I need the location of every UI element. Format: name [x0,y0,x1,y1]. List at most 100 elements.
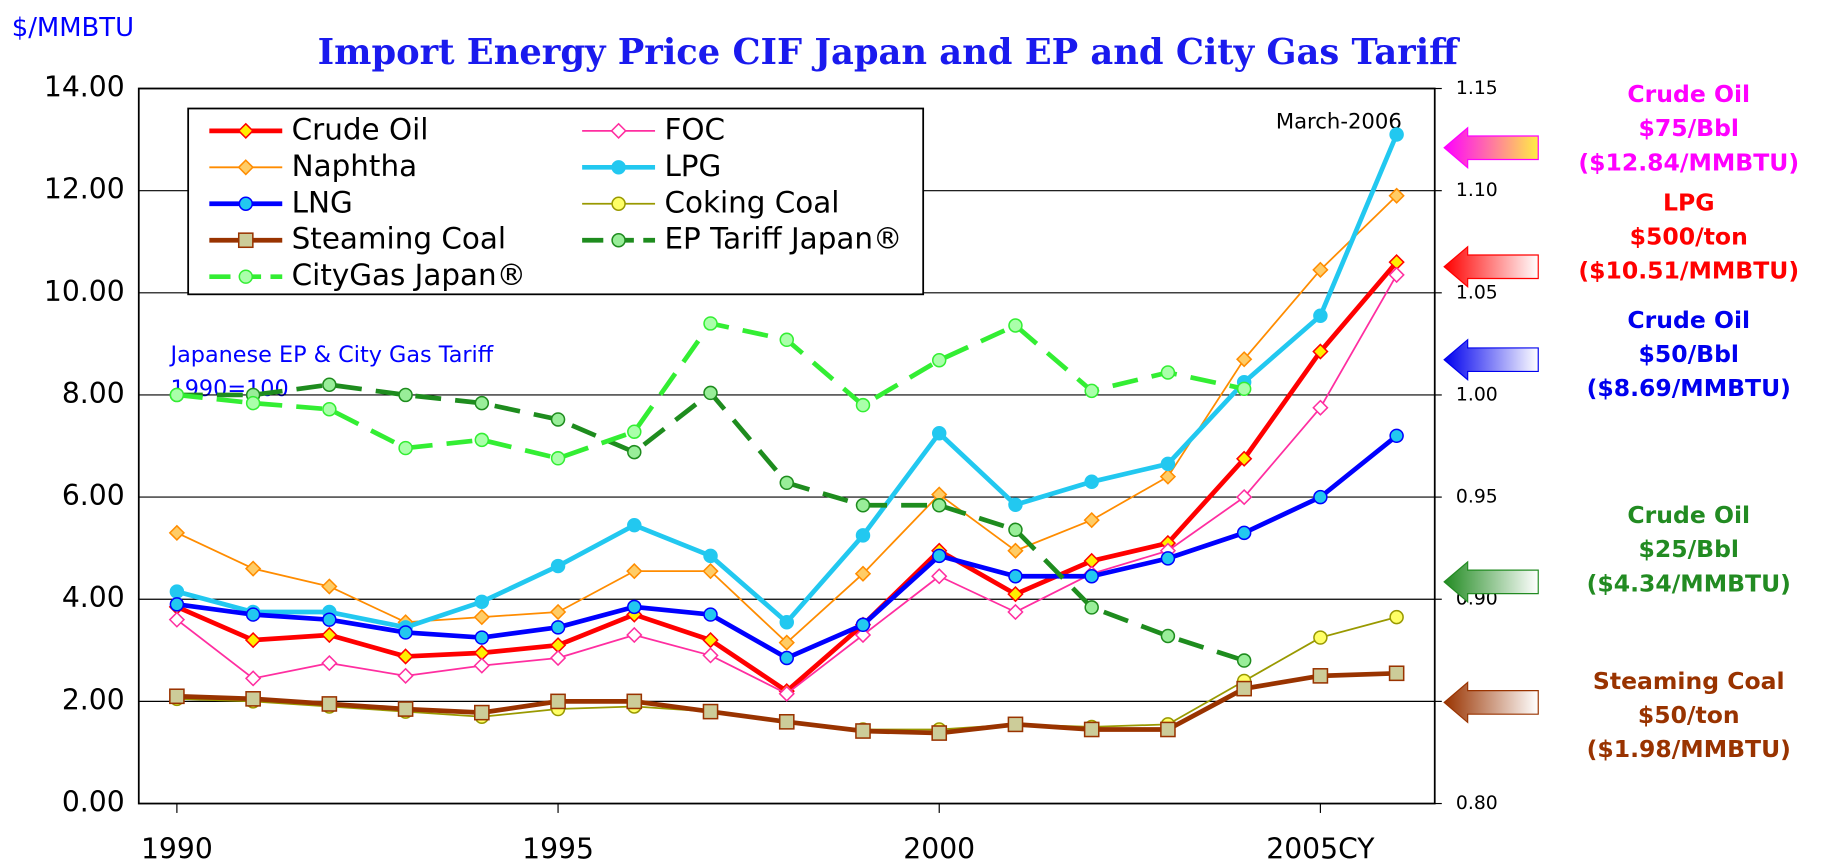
legend-marker [237,159,254,176]
marker [474,395,490,411]
marker [1389,609,1404,625]
marker [322,377,337,392]
marker [627,517,642,533]
marker [1160,365,1176,380]
marker [245,607,261,622]
legend-label: LNG [292,185,353,219]
legend-item: Steaming Coal [209,222,506,256]
legend-label: Crude Oil [292,112,429,146]
marker [1236,450,1253,467]
marker [1008,497,1023,512]
legend-label: Coking Coal [664,185,839,219]
y-tick-label: 14.00 [44,71,125,104]
reference-label: $75/Bbl [1639,114,1740,142]
reference-arrow [1443,338,1539,381]
x-tick-label: 2005CY [1266,833,1375,865]
marker [169,584,185,599]
legend-item: FOC [582,112,725,146]
reference-arrow [1443,245,1539,289]
reference-label: $25/Bbl [1639,535,1740,563]
marker [931,352,947,368]
y2-tick-label: 1.15 [1456,78,1498,99]
marker [398,387,413,403]
marker [855,617,871,633]
series-line [176,616,1397,731]
y-tick-label: 4.00 [62,581,125,614]
x-tick-label: 2000 [903,833,975,865]
marker [703,607,718,622]
marker [473,657,490,674]
reference-label: Crude Oil [1627,306,1750,334]
marker [245,691,261,707]
reference-label: $500/ton [1630,222,1748,250]
legend-marker [238,196,254,211]
marker [1389,428,1404,444]
legend: Crude Oil FOC Naphtha LPG LNG Coking Coal Stea… [187,107,925,296]
marker [244,670,262,687]
y2-tick-label: 0.80 [1456,793,1498,814]
marker [550,693,566,710]
marker [702,703,719,720]
marker [1388,266,1405,284]
reference-label: ($10.51/MMBTU) [1578,256,1799,284]
legend-item: LPG [582,149,721,183]
marker [627,444,642,460]
marker [855,397,871,413]
marker [321,578,338,595]
reference-arrow [1443,126,1539,170]
marker [778,713,795,730]
marker [244,631,262,649]
legend-label: LPG [664,149,721,183]
marker [321,626,338,644]
reference-label: Crude Oil [1627,80,1750,108]
y-axis-label: $/MMBTU [12,13,134,43]
marker [1160,721,1176,738]
marker [1236,525,1252,541]
marker [779,650,794,666]
marker [1008,318,1023,333]
reference-label: ($8.69/MMBTU) [1587,374,1791,402]
marker [626,563,643,580]
y-tick-label: 10.00 [44,275,125,308]
marker [550,412,566,427]
marker [1007,716,1024,733]
marker [244,560,262,577]
marker [322,612,337,627]
marker [1084,569,1099,584]
legend-item: EP Tariff Japan® [582,222,902,256]
marker [397,667,414,684]
y2-tick-label: 1.00 [1456,384,1498,405]
marker [931,568,948,585]
marker [168,611,186,628]
legend-label: Steaming Coal [292,222,506,256]
legend-box [187,107,925,296]
legend-marker [237,122,254,139]
marker [1312,399,1329,416]
marker [169,688,185,705]
x-tick-label: 1990 [141,833,213,865]
marker [474,630,490,645]
marker [1007,542,1024,559]
reference-label: $50/Bbl [1639,340,1740,368]
marker [1159,468,1177,485]
legend-label: Naphtha [292,149,417,183]
marker [779,475,794,491]
marker [626,626,643,644]
legend-item: CityGas Japan® [209,258,526,292]
marker [1236,653,1252,668]
marker [627,424,642,439]
marker [1312,261,1329,278]
y-tick-label: 12.00 [44,173,125,206]
marker [702,631,719,649]
marker [778,634,795,651]
reference-label: Steaming Coal [1593,667,1785,695]
marker [1313,308,1328,324]
reference-label: ($12.84/MMBTU) [1578,148,1799,176]
y-tick-label: 6.00 [62,479,125,512]
marker [854,565,872,582]
y2-tick-label: 0.95 [1456,487,1498,508]
marker [778,685,795,702]
marker [473,608,490,626]
marker [397,701,414,717]
marker [703,548,718,564]
